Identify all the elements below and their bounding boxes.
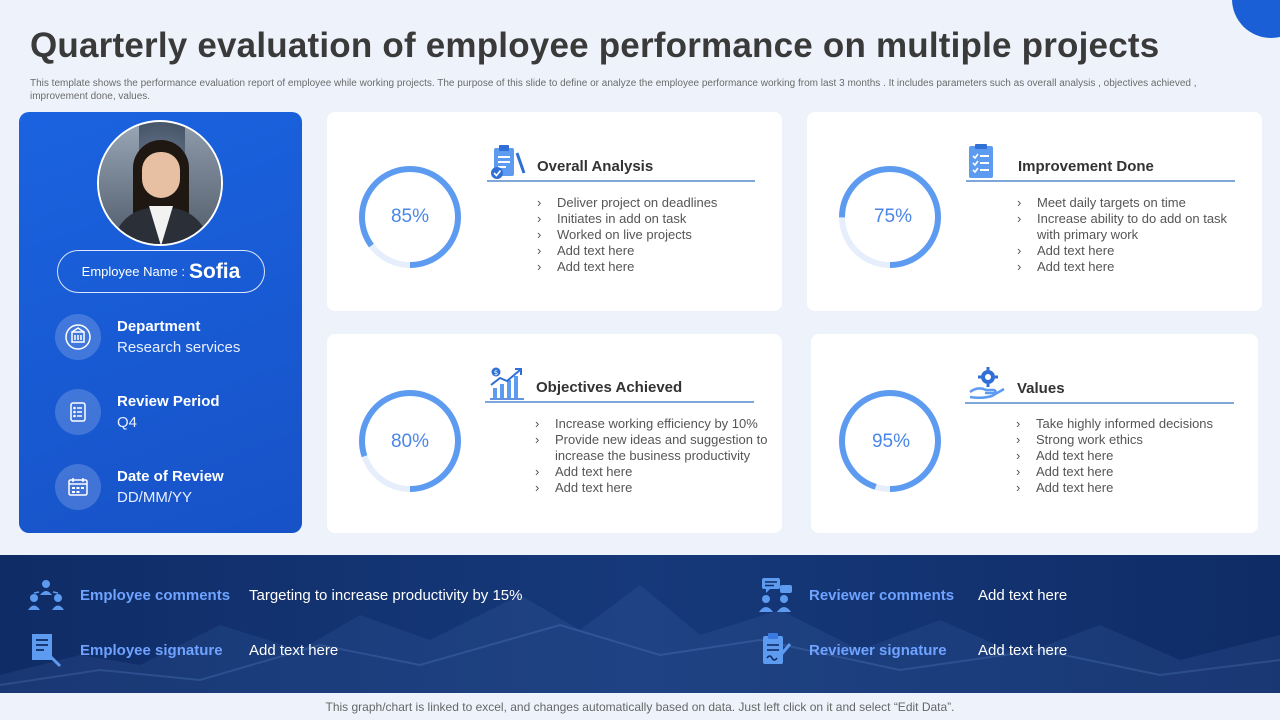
- values-donut: [839, 390, 941, 492]
- donut-arc: [359, 390, 461, 492]
- footer-note: This graph/chart is linked to excel, and…: [325, 700, 955, 714]
- employee-comments-label: Employee comments: [80, 586, 231, 604]
- list-item: Add text here: [1017, 243, 1237, 259]
- improvement-done-donut: [839, 166, 941, 268]
- list-item: Add text here: [1016, 464, 1236, 480]
- overall-analysis-rule: [487, 180, 755, 182]
- list-item: Add text here: [1016, 448, 1236, 464]
- clipboard-check-icon: [491, 145, 526, 179]
- review-period-row: Review Period Q4: [55, 389, 220, 435]
- review-period-label: Review Period: [117, 393, 220, 410]
- department-value: Research services: [117, 339, 241, 356]
- reviewer-comments-value: Add text here: [978, 586, 1068, 604]
- values-title: Values: [1017, 380, 1065, 397]
- values-bullets: Take highly informed decisions Strong wo…: [1016, 416, 1236, 496]
- comments-band: Employee comments Targeting to increase …: [0, 555, 1280, 693]
- overall-analysis-percent: 85%: [390, 206, 430, 227]
- corner-decoration: [1232, 0, 1280, 38]
- reviewer-signature-value: Add text here: [978, 641, 1068, 659]
- list-item: Add text here: [535, 464, 775, 480]
- document-sign-icon: [26, 632, 66, 668]
- checklist-icon: [969, 144, 993, 178]
- signature-pen-icon: [755, 632, 795, 668]
- reviewer-comments-row: Reviewer comments Add text here: [755, 577, 1067, 613]
- employee-comments-row: Employee comments Targeting to increase …: [26, 577, 522, 613]
- department-label: Department: [117, 318, 201, 335]
- list-item: Deliver project on deadlines: [537, 195, 767, 211]
- hand-gear-icon: [969, 367, 1005, 400]
- employee-profile-card: Employee Name : Sofia Department Researc…: [19, 112, 302, 533]
- list-item: Meet daily targets on time: [1017, 195, 1237, 211]
- donut-arc: [839, 166, 941, 268]
- date-of-review-label: Date of Review: [117, 468, 224, 485]
- employee-signature-row: Employee signature Add text here: [26, 632, 338, 668]
- department-icon: [55, 314, 101, 360]
- employee-signature-value: Add text here: [249, 641, 339, 659]
- employee-name-value: Sofia: [188, 259, 241, 283]
- band-background-graph: [0, 585, 1280, 693]
- donut-arc: [839, 390, 941, 492]
- list-item: Add text here: [537, 243, 767, 259]
- list-item: Add text here: [1016, 480, 1236, 496]
- employee-name-label: Employee Name :: [81, 264, 185, 279]
- page-subtitle: This template shows the performance eval…: [30, 78, 1197, 102]
- improvement-done-rule: [966, 180, 1235, 182]
- date-of-review-value: DD/MM/YY: [117, 489, 192, 506]
- review-period-icon: [55, 389, 101, 435]
- list-item: Provide new ideas and suggestion to incr…: [535, 432, 775, 464]
- list-item: Increase working efficiency by 10%: [535, 416, 775, 432]
- overall-analysis-donut: [359, 166, 461, 268]
- improvement-done-title: Improvement Done: [1018, 158, 1154, 175]
- list-item: Add text here: [537, 259, 767, 275]
- improvement-done-percent: 75%: [873, 206, 913, 227]
- reviewer-comments-label: Reviewer comments: [809, 586, 955, 604]
- employee-photo[interactable]: [97, 120, 223, 246]
- reviewer-chat-icon: [755, 577, 795, 613]
- page-title: Quarterly evaluation of employee perform…: [30, 26, 1160, 65]
- list-item: Strong work ethics: [1016, 432, 1236, 448]
- objectives-achieved-title: Objectives Achieved: [536, 379, 683, 396]
- objectives-achieved-bullets: Increase working efficiency by 10% Provi…: [535, 416, 775, 496]
- date-of-review-row: Date of Review DD/MM/YY: [55, 464, 224, 510]
- objectives-achieved-donut: [359, 390, 461, 492]
- values-rule: [965, 402, 1234, 404]
- svg-text:$: $: [494, 369, 498, 377]
- overall-analysis-title: Overall Analysis: [537, 158, 654, 175]
- list-item: Take highly informed decisions: [1016, 416, 1236, 432]
- review-period-value: Q4: [117, 414, 138, 431]
- improvement-done-bullets: Meet daily targets on time Increase abil…: [1017, 195, 1237, 275]
- list-item: Add text here: [1017, 259, 1237, 275]
- list-item: Initiates in add on task: [537, 211, 767, 227]
- employee-name-pill: Employee Name : Sofia: [57, 250, 265, 293]
- objectives-achieved-percent: 80%: [390, 431, 430, 452]
- list-item: Add text here: [535, 480, 775, 496]
- department-row: Department Research services: [55, 314, 240, 360]
- employee-comments-value: Targeting to increase productivity by 15…: [249, 586, 523, 604]
- donut-arc: [359, 166, 461, 268]
- values-percent: 95%: [871, 431, 911, 452]
- reviewer-signature-label: Reviewer signature: [809, 641, 947, 659]
- employee-signature-label: Employee signature: [80, 641, 223, 659]
- calendar-icon: [55, 464, 101, 510]
- objectives-achieved-rule: [485, 401, 754, 403]
- overall-analysis-bullets: Deliver project on deadlines Initiates i…: [537, 195, 767, 275]
- team-icon: [26, 577, 66, 613]
- list-item: Increase ability to do add on task with …: [1017, 211, 1237, 243]
- growth-chart-icon: $: [490, 367, 524, 400]
- reviewer-signature-row: Reviewer signature Add text here: [755, 632, 1067, 668]
- list-item: Worked on live projects: [537, 227, 767, 243]
